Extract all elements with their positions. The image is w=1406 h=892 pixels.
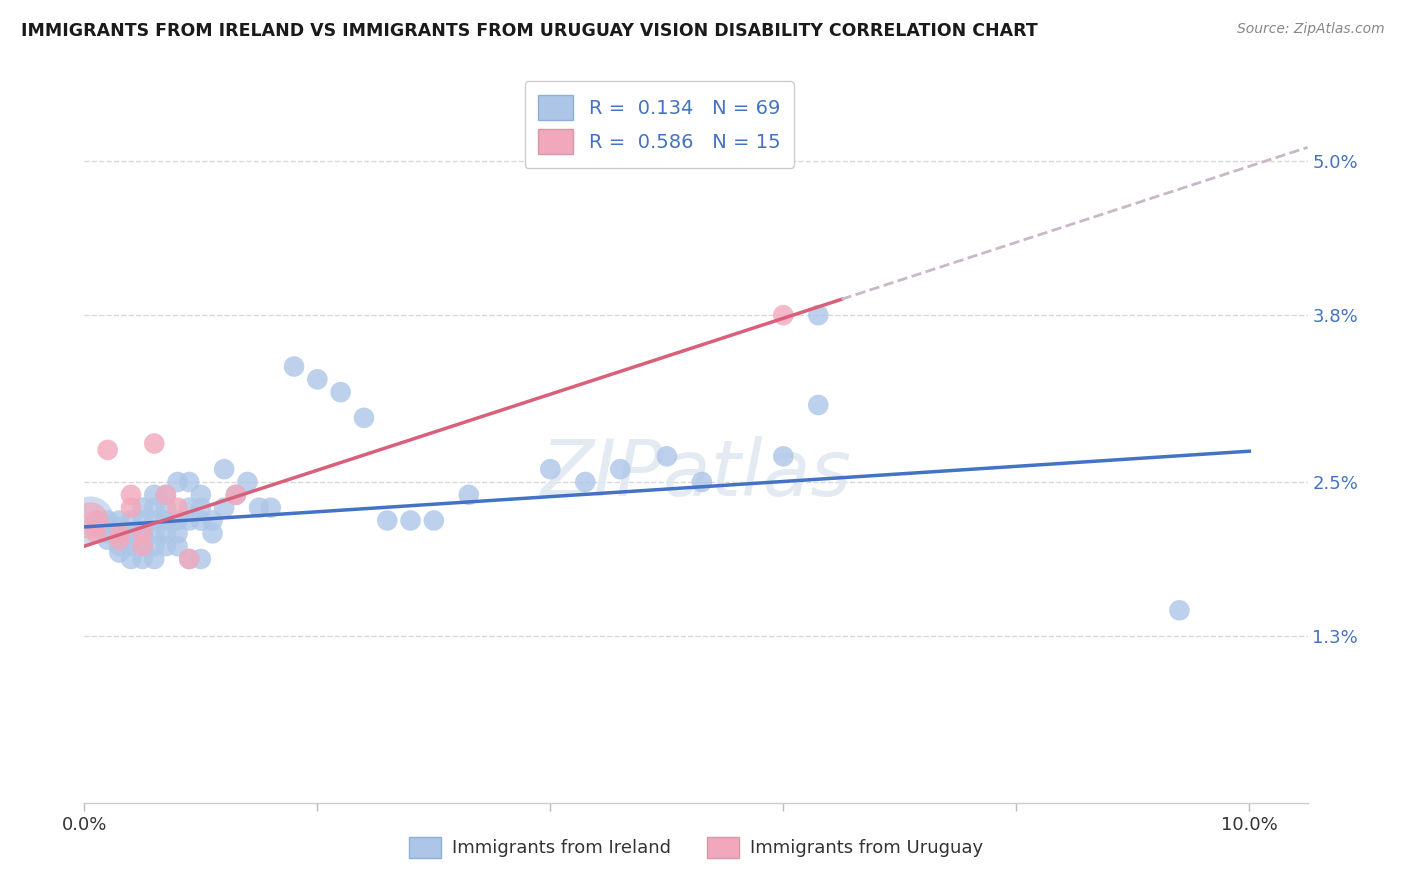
Point	[84, 514, 107, 528]
Point	[108, 526, 131, 541]
Point	[155, 514, 177, 528]
Point	[84, 514, 107, 528]
Point	[97, 526, 120, 541]
Point	[212, 462, 235, 476]
Point	[166, 500, 188, 515]
Point	[1168, 603, 1191, 617]
Point	[353, 410, 375, 425]
Point	[108, 526, 131, 541]
Point	[538, 462, 561, 476]
Point	[423, 514, 446, 528]
Point	[143, 552, 166, 566]
Point	[201, 526, 224, 541]
Point	[120, 552, 142, 566]
Point	[457, 488, 479, 502]
Point	[329, 385, 352, 400]
Point	[179, 475, 201, 489]
Point	[143, 436, 166, 450]
Point	[166, 514, 188, 528]
Legend: Immigrants from Ireland, Immigrants from Uruguay: Immigrants from Ireland, Immigrants from…	[399, 828, 993, 867]
Point	[120, 488, 142, 502]
Point	[97, 442, 120, 457]
Point	[131, 514, 153, 528]
Point	[131, 526, 153, 541]
Point	[179, 514, 201, 528]
Point	[190, 552, 212, 566]
Point	[143, 539, 166, 553]
Point	[84, 520, 107, 534]
Point	[655, 450, 678, 464]
Point	[120, 539, 142, 553]
Point	[108, 514, 131, 528]
Point	[212, 500, 235, 515]
Point	[236, 475, 259, 489]
Point	[399, 514, 422, 528]
Point	[690, 475, 713, 489]
Point	[190, 488, 212, 502]
Point	[108, 539, 131, 553]
Point	[190, 514, 212, 528]
Point	[97, 514, 120, 528]
Point	[120, 500, 142, 515]
Point	[143, 500, 166, 515]
Point	[97, 533, 120, 547]
Point	[120, 526, 142, 541]
Point	[307, 372, 329, 386]
Point	[79, 514, 101, 528]
Point	[155, 500, 177, 515]
Point	[247, 500, 270, 515]
Point	[155, 526, 177, 541]
Point	[84, 526, 107, 541]
Point	[143, 488, 166, 502]
Point	[108, 545, 131, 559]
Point	[179, 552, 201, 566]
Point	[166, 526, 188, 541]
Point	[574, 475, 596, 489]
Point	[131, 526, 153, 541]
Point	[772, 450, 794, 464]
Point	[90, 516, 112, 530]
Point	[155, 488, 177, 502]
Point	[131, 539, 153, 553]
Point	[201, 514, 224, 528]
Point	[375, 514, 398, 528]
Point	[108, 533, 131, 547]
Point	[283, 359, 305, 374]
Point	[108, 520, 131, 534]
Point	[609, 462, 631, 476]
Point	[190, 500, 212, 515]
Point	[166, 539, 188, 553]
Point	[225, 488, 247, 502]
Point	[79, 514, 101, 528]
Point	[143, 526, 166, 541]
Point	[143, 514, 166, 528]
Point	[155, 488, 177, 502]
Point	[120, 533, 142, 547]
Point	[166, 475, 188, 489]
Text: ZIPatlas: ZIPatlas	[540, 435, 852, 512]
Point	[131, 552, 153, 566]
Point	[131, 500, 153, 515]
Point	[260, 500, 283, 515]
Point	[179, 552, 201, 566]
Point	[131, 539, 153, 553]
Point	[120, 514, 142, 528]
Point	[179, 500, 201, 515]
Point	[807, 308, 830, 322]
Point	[155, 539, 177, 553]
Text: Source: ZipAtlas.com: Source: ZipAtlas.com	[1237, 22, 1385, 37]
Point	[772, 308, 794, 322]
Point	[807, 398, 830, 412]
Text: IMMIGRANTS FROM IRELAND VS IMMIGRANTS FROM URUGUAY VISION DISABILITY CORRELATION: IMMIGRANTS FROM IRELAND VS IMMIGRANTS FR…	[21, 22, 1038, 40]
Point	[225, 488, 247, 502]
